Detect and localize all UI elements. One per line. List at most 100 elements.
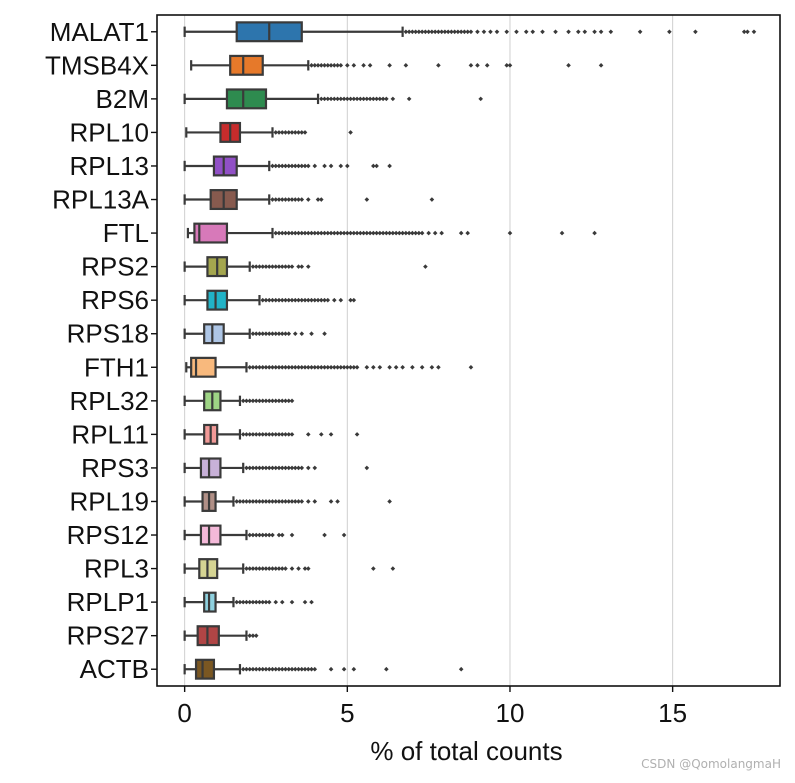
outlier-point xyxy=(244,398,249,404)
outlier-point xyxy=(276,264,282,269)
outlier-point xyxy=(436,364,441,370)
outlier-point xyxy=(305,465,311,471)
outlier-point xyxy=(240,666,246,672)
outlier-point xyxy=(345,163,350,169)
outlier-point xyxy=(257,465,262,471)
outlier-point xyxy=(253,331,259,337)
outlier-point xyxy=(332,297,337,303)
outlier-point xyxy=(318,96,324,102)
outlier-point xyxy=(263,666,269,672)
box-rps18 xyxy=(183,323,327,345)
box-actb xyxy=(183,658,464,680)
outlier-point xyxy=(364,96,370,102)
outlier-point xyxy=(283,130,288,135)
outlier-point xyxy=(253,566,259,571)
outlier-point xyxy=(429,197,435,202)
outlier-point xyxy=(367,63,373,68)
outlier-point xyxy=(322,163,327,169)
box-iqr xyxy=(194,658,216,680)
outlier-point xyxy=(299,163,305,169)
outlier-point xyxy=(260,398,266,404)
outlier-point xyxy=(296,130,301,135)
outlier-point xyxy=(283,197,288,202)
gene-label-rplp1: RPLP1 xyxy=(67,587,149,617)
outlier-point xyxy=(283,566,288,571)
x-axis-label: % of total counts xyxy=(370,736,562,766)
outlier-point xyxy=(257,599,262,605)
outlier-point xyxy=(247,364,253,370)
outlier-point xyxy=(380,96,386,102)
outlier-point xyxy=(250,566,256,571)
outlier-point xyxy=(286,465,292,471)
outlier-point xyxy=(296,297,301,303)
outlier-point xyxy=(598,63,604,68)
outlier-point xyxy=(354,364,360,370)
outlier-point xyxy=(296,163,301,169)
outlier-point xyxy=(598,29,604,35)
outlier-point xyxy=(410,230,415,236)
outlier-point xyxy=(292,499,298,504)
outlier-point xyxy=(312,63,318,68)
outlier-point xyxy=(296,666,301,672)
outlier-point xyxy=(299,331,305,337)
outlier-point xyxy=(540,29,545,35)
outlier-point xyxy=(253,532,259,538)
box-rpl10 xyxy=(185,121,353,143)
outlier-point xyxy=(253,364,259,370)
outlier-point xyxy=(436,29,441,35)
outlier-point xyxy=(247,599,253,605)
outlier-point xyxy=(371,96,376,102)
outlier-point xyxy=(257,432,262,437)
outlier-point xyxy=(260,532,266,538)
outlier-point xyxy=(250,666,256,672)
x-tick-label-0: 0 xyxy=(177,698,191,728)
outlier-point xyxy=(341,666,347,672)
outlier-point xyxy=(315,197,321,202)
outlier-point xyxy=(387,230,392,236)
outlier-point xyxy=(358,96,363,102)
x-axis-ticks: 0 5 10 15 xyxy=(177,686,687,728)
outlier-point xyxy=(253,432,259,437)
outlier-point xyxy=(335,364,340,370)
outlier-point xyxy=(279,197,285,202)
box-rpl3 xyxy=(183,558,396,580)
outlier-point xyxy=(299,465,305,471)
outlier-point xyxy=(361,63,366,68)
outlier-point xyxy=(667,29,672,35)
outlier-point xyxy=(318,297,324,303)
outlier-point xyxy=(273,666,279,672)
outlier-point xyxy=(250,398,256,404)
outlier-point xyxy=(328,63,334,68)
outlier-point xyxy=(253,633,259,638)
outlier-point xyxy=(263,264,269,269)
outlier-point xyxy=(553,29,558,35)
outlier-point xyxy=(289,264,295,269)
outlier-point xyxy=(384,230,389,236)
outlier-point xyxy=(299,130,305,135)
outlier-point xyxy=(309,666,314,672)
outlier-point xyxy=(263,297,269,303)
outlier-point xyxy=(263,499,269,504)
gene-axis-labels: MALAT1TMSB4XB2MRPL10RPL13RPL13AFTLRPS2RP… xyxy=(45,17,157,684)
outlier-point xyxy=(312,230,318,236)
outlier-point xyxy=(328,163,334,169)
outlier-point xyxy=(266,297,272,303)
outlier-point xyxy=(305,264,311,269)
outlier-point xyxy=(289,398,295,404)
outlier-point xyxy=(315,364,321,370)
outlier-point xyxy=(289,230,295,236)
outlier-point xyxy=(266,432,272,437)
outlier-point xyxy=(273,130,279,135)
outlier-point xyxy=(465,29,470,35)
gene-label-rps27: RPS27 xyxy=(67,621,149,651)
outlier-point xyxy=(296,566,301,571)
outlier-point xyxy=(244,566,249,571)
outlier-point xyxy=(292,163,298,169)
box-fth1 xyxy=(185,356,474,378)
outlier-point xyxy=(244,432,249,437)
outlier-point xyxy=(305,364,311,370)
outlier-point xyxy=(468,63,474,68)
outlier-point xyxy=(312,666,318,672)
outlier-point xyxy=(426,29,431,35)
outlier-point xyxy=(289,364,295,370)
